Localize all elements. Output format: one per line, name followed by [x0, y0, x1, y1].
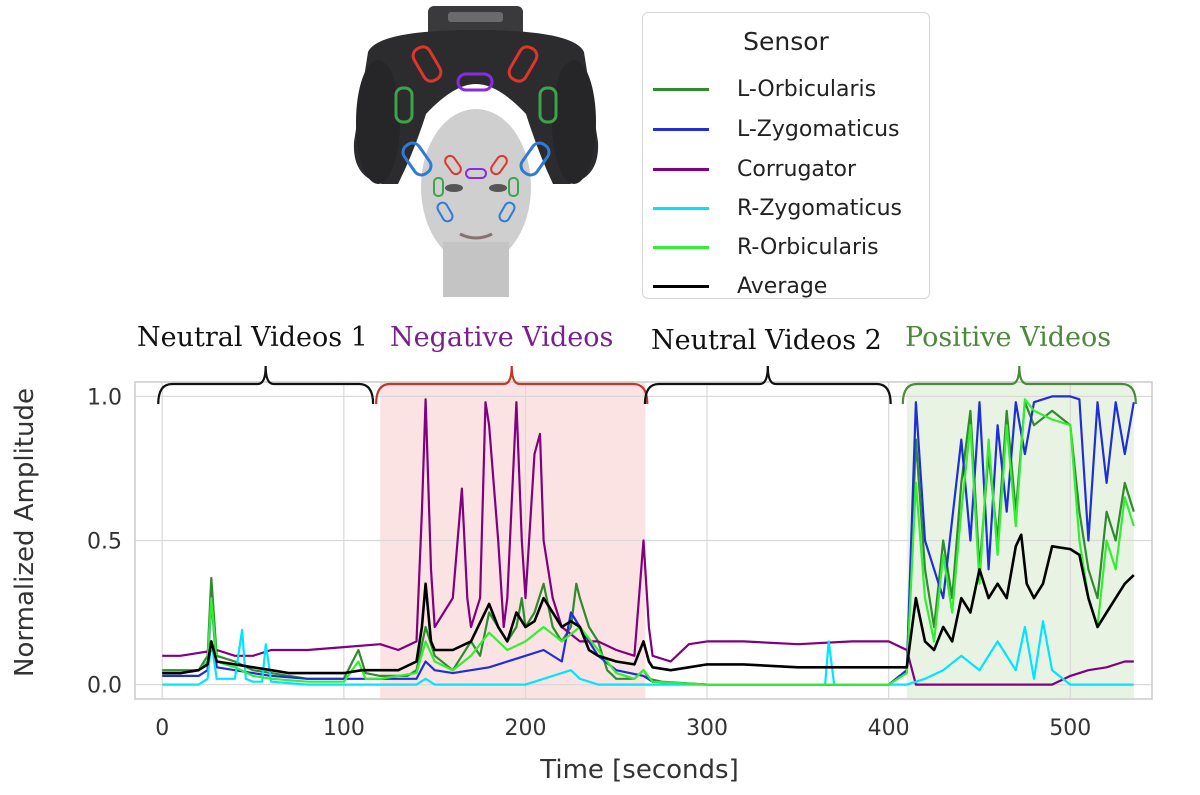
legend-label: L-Orbicularis	[737, 76, 877, 102]
region-label-neutral-1: Neutral Videos 1	[137, 322, 368, 353]
y-tick-label: 1.0	[87, 385, 122, 410]
x-tick-label: 500	[1049, 716, 1091, 741]
legend-item-l-zygomaticus: L-Zygomaticus	[653, 114, 899, 144]
headset-body	[353, 30, 599, 184]
series-line-average	[162, 533, 1135, 675]
tick-labels: 0 100 200 300 400 500 0.0 0.5 1.0	[87, 385, 1091, 741]
brace-1	[375, 365, 649, 405]
series-line-r-orbicularis	[162, 398, 1135, 686]
region-label-negative: Negative Videos	[390, 322, 614, 353]
legend-swatch	[653, 245, 709, 249]
legend-title: Sensor	[743, 27, 829, 56]
region-label-neutral-2: Neutral Videos 2	[651, 325, 882, 356]
x-axis-label: Time [seconds]	[539, 755, 738, 785]
legend-label: Corrugator	[737, 156, 857, 182]
plot-frame	[134, 381, 1153, 700]
legend-item-average: Average	[653, 271, 827, 301]
series-lines	[162, 395, 1135, 686]
series-line-corrugator	[162, 398, 1134, 686]
brace-0	[157, 365, 375, 405]
x-tick-label: 400	[868, 716, 910, 741]
region-label-positive: Positive Videos	[905, 322, 1112, 353]
face	[421, 109, 531, 265]
legend-label: R-Zygomaticus	[737, 195, 902, 221]
legend-item-r-orbicularis: R-Orbicularis	[653, 232, 879, 262]
y-tick-label: 0.0	[87, 674, 122, 699]
headset-illustration	[353, 6, 599, 297]
brace-3	[901, 365, 1137, 405]
legend-swatch	[653, 167, 709, 171]
legend-item-corrugator: Corrugator	[653, 154, 856, 184]
legend-label: L-Zygomaticus	[737, 116, 900, 142]
legend-label: R-Orbicularis	[737, 234, 879, 260]
brace-2	[643, 365, 892, 405]
legend-item-l-orbicularis: L-Orbicularis	[653, 74, 876, 104]
y-tick-label: 0.5	[87, 530, 122, 555]
legend-label: Average	[737, 273, 828, 299]
legend: Sensor L-Orbicularis L-Zygomaticus Corru…	[642, 12, 930, 299]
series-line-l-orbicularis	[162, 401, 1135, 686]
y-axis-label: Normalized Amplitude	[10, 388, 40, 677]
legend-swatch	[653, 87, 709, 91]
x-tick-label: 200	[504, 716, 546, 741]
x-tick-label: 300	[686, 716, 728, 741]
legend-swatch	[653, 127, 709, 131]
region-braces	[157, 365, 1137, 405]
x-tick-label: 0	[155, 716, 169, 741]
legend-swatch	[653, 284, 709, 288]
legend-item-r-zygomaticus: R-Zygomaticus	[653, 193, 902, 223]
legend-swatch	[653, 206, 709, 210]
x-tick-label: 100	[323, 716, 365, 741]
series-line-r-zygomaticus	[162, 620, 1134, 686]
